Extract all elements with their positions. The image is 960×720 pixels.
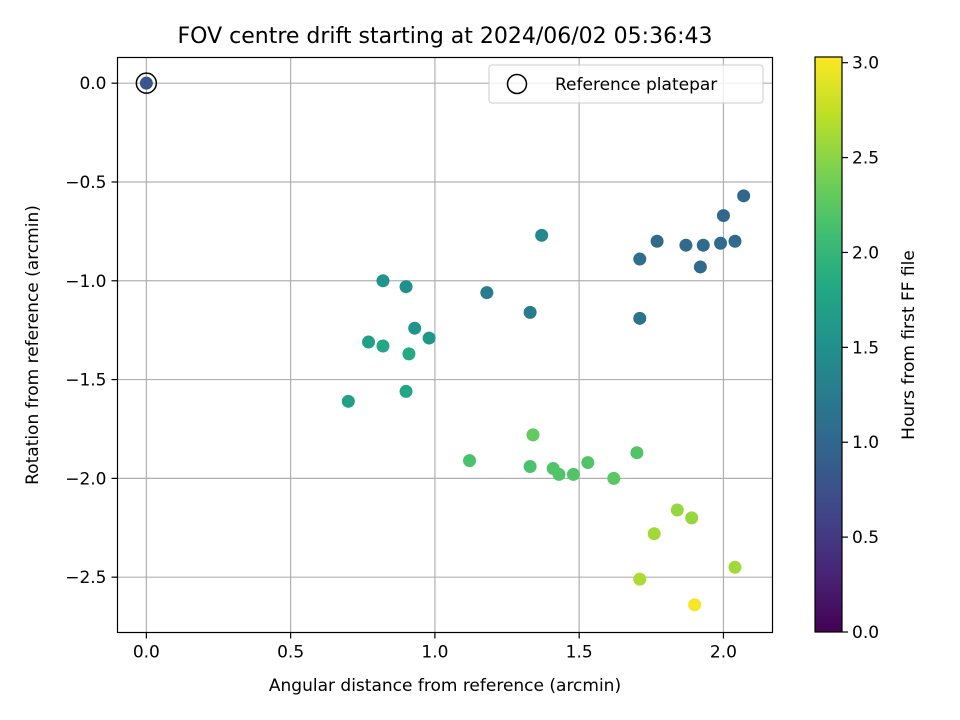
data-point <box>399 280 413 294</box>
data-point <box>523 460 537 474</box>
data-point <box>679 238 693 252</box>
data-point <box>728 560 742 574</box>
data-point <box>630 446 644 460</box>
colorbar-label: Hours from first FF file <box>899 250 919 440</box>
data-point <box>714 236 728 250</box>
data-point <box>685 511 699 525</box>
data-point <box>399 384 413 398</box>
data-point <box>693 260 707 274</box>
colorbar-tick-label: 0.0 <box>852 623 879 643</box>
reference-ring <box>135 72 158 94</box>
data-point <box>376 274 390 288</box>
x-tick-label: 2.0 <box>710 643 737 663</box>
grid <box>117 57 773 633</box>
colorbar-tick-label: 1.5 <box>852 338 879 358</box>
data-point <box>523 305 537 319</box>
data-point <box>422 331 436 345</box>
data-point <box>647 527 661 541</box>
colorbar: 0.0 0.5 1.0 1.5 2.0 2.5 3.0 <box>814 54 879 643</box>
data-point <box>463 454 477 468</box>
x-tick-label: 1.0 <box>421 643 448 663</box>
y-tick-label: −1.0 <box>65 272 106 292</box>
data-point <box>670 503 684 517</box>
data-point <box>552 467 566 481</box>
colorbar-tick-label: 1.0 <box>852 433 879 453</box>
y-tick-label: −1.5 <box>65 371 106 391</box>
data-point <box>362 335 376 349</box>
reference-point <box>139 76 153 90</box>
data-point <box>341 394 355 408</box>
y-tick-label: −0.5 <box>65 173 106 193</box>
colorbar-tick-label: 2.5 <box>852 149 879 169</box>
colorbar-gradient <box>815 57 842 632</box>
reference-marker <box>135 72 158 94</box>
x-tick-label: 1.5 <box>566 643 593 663</box>
data-point <box>535 228 549 242</box>
data-points <box>341 189 751 612</box>
y-tick-label: −2.0 <box>65 469 106 489</box>
data-point <box>581 456 595 470</box>
legend: Reference platepar <box>488 64 764 104</box>
data-point <box>526 428 540 442</box>
x-axis: 0.0 0.5 1.0 1.5 2.0 <box>133 632 737 663</box>
y-tick-label: −2.5 <box>65 568 106 588</box>
x-tick-label: 0.0 <box>133 643 160 663</box>
data-point <box>376 339 390 353</box>
x-tick-label: 0.5 <box>277 643 304 663</box>
y-tick-label: 0.0 <box>79 74 106 94</box>
colorbar-tick-label: 2.0 <box>852 243 879 263</box>
legend-marker-reference <box>506 73 528 95</box>
data-point <box>716 209 730 223</box>
data-point <box>633 311 647 325</box>
legend-box <box>488 64 764 104</box>
data-point <box>408 321 422 335</box>
x-axis-label: Angular distance from reference (arcmin) <box>269 676 621 696</box>
colorbar-tick-label: 0.5 <box>852 528 879 548</box>
y-axis-label: Rotation from reference (arcmin) <box>23 205 43 485</box>
chart-title: FOV centre drift starting at 2024/06/02 … <box>178 24 713 49</box>
y-axis: 0.0 −0.5 −1.0 −1.5 −2.0 −2.5 <box>65 74 118 588</box>
data-point <box>650 234 664 248</box>
data-point <box>480 286 494 300</box>
data-point <box>402 347 416 361</box>
colorbar-tick-label: 3.0 <box>852 54 879 74</box>
plot-frame <box>116 56 774 634</box>
legend-label-reference: Reference platepar <box>555 75 717 95</box>
data-point <box>688 598 702 612</box>
data-point <box>633 572 647 586</box>
colorbar-frame <box>814 56 843 633</box>
data-point <box>696 238 710 252</box>
data-point <box>728 234 742 248</box>
data-point <box>566 467 580 481</box>
data-point <box>737 189 751 203</box>
data-point <box>607 471 621 485</box>
data-point <box>633 252 647 266</box>
